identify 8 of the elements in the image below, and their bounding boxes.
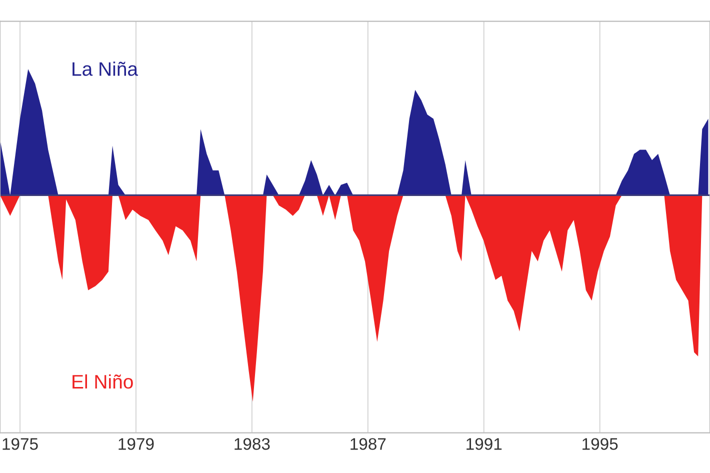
x-tick-label: 1991	[466, 438, 502, 450]
x-tick-label: 1987	[350, 438, 386, 450]
text: El Niño	[72, 374, 133, 389]
x-tick-label: 1983	[234, 438, 270, 450]
series-label: La Niña	[72, 62, 138, 76]
x-tick-label: 1995	[582, 438, 618, 450]
x-tick-label: 1979	[118, 438, 154, 450]
x-tick-label: 1975	[2, 438, 38, 450]
